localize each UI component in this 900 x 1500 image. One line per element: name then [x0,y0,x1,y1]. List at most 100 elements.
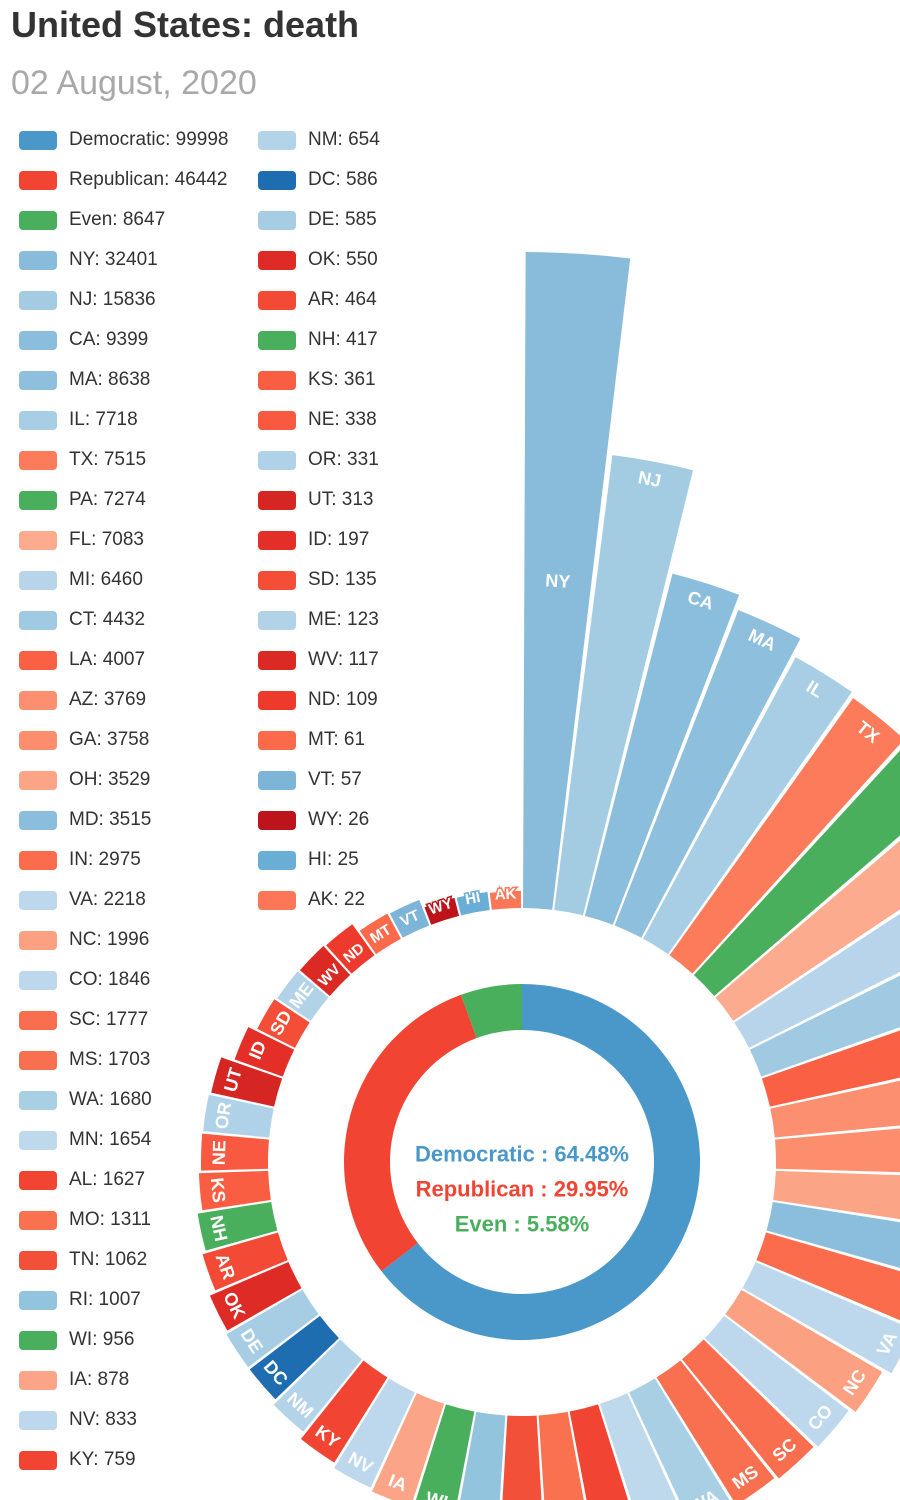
legend-item-me[interactable]: ME: 123 [258,608,379,632]
state-bar-mn[interactable] [599,1393,689,1500]
state-bar-la[interactable] [761,1003,900,1107]
state-bar-md[interactable] [766,1201,900,1289]
legend-item-even[interactable]: Even: 8647 [19,208,165,232]
legend-item-mt[interactable]: MT: 61 [258,728,365,752]
legend-item-ct[interactable]: CT: 4432 [19,608,145,632]
state-bar-ok[interactable] [209,1261,302,1331]
state-bar-sc[interactable] [682,1339,814,1479]
state-bar-ak[interactable] [489,890,521,910]
state-bar-ar[interactable] [202,1232,288,1291]
state-bar-mi[interactable] [734,862,900,1048]
legend-item-ky[interactable]: KY: 759 [19,1448,136,1472]
legend-item-ri[interactable]: RI: 1007 [19,1288,141,1312]
legend-item-ms[interactable]: MS: 1703 [19,1048,150,1072]
state-bar-or[interactable] [203,1094,274,1138]
legend-item-ut[interactable]: UT: 313 [258,488,373,512]
legend-item-hi[interactable]: HI: 25 [258,848,359,872]
state-bar-me[interactable] [277,971,329,1021]
legend-item-id[interactable]: ID: 197 [258,528,369,552]
legend-item-ca[interactable]: CA: 9399 [19,328,148,352]
state-bar-hi[interactable] [456,891,490,916]
state-bar-nm[interactable] [273,1339,362,1432]
legend-item-co[interactable]: CO: 1846 [19,968,150,992]
state-bar-ms[interactable] [656,1360,775,1500]
legend-item-in[interactable]: IN: 2975 [19,848,141,872]
legend-item-mi[interactable]: MI: 6460 [19,568,143,592]
legend-item-nm[interactable]: NM: 654 [258,128,380,152]
legend-item-il[interactable]: IL: 7718 [19,408,138,432]
state-bar-ga[interactable] [775,1120,900,1175]
legend-item-tn[interactable]: TN: 1062 [19,1248,147,1272]
state-bar-tn[interactable] [501,1415,544,1500]
legend-item-la[interactable]: LA: 4007 [19,648,145,672]
legend-item-wv[interactable]: WV: 117 [258,648,379,672]
donut-slice-democratic[interactable] [381,984,700,1340]
legend-item-nj[interactable]: NJ: 15836 [19,288,156,312]
state-bar-nj[interactable] [554,455,694,916]
legend-item-mn[interactable]: MN: 1654 [19,1128,151,1152]
state-bar-sd[interactable] [257,999,310,1048]
state-bar-ne[interactable] [200,1133,269,1171]
state-bar-ny[interactable] [523,252,631,910]
state-bar-de[interactable] [226,1289,319,1368]
legend-item-oh[interactable]: OH: 3529 [19,768,150,792]
state-bar-nc[interactable] [725,1289,883,1412]
state-bar-fl[interactable] [715,799,900,1021]
state-bar-oh[interactable] [773,1170,900,1232]
state-bar-vt[interactable] [389,899,430,938]
legend-item-nv[interactable]: NV: 833 [19,1408,137,1432]
state-bar-co[interactable] [705,1315,849,1447]
legend-item-sc[interactable]: SC: 1777 [19,1008,148,1032]
legend-item-ia[interactable]: IA: 878 [19,1368,129,1392]
state-bar-nv[interactable] [334,1378,415,1488]
legend-item-vt[interactable]: VT: 57 [258,768,362,792]
state-bar-ma[interactable] [614,610,801,938]
donut-slice-even[interactable] [460,984,522,1039]
legend-item-az[interactable]: AZ: 3769 [19,688,146,712]
state-bar-al[interactable] [569,1404,642,1500]
state-bar-ia[interactable] [372,1393,445,1500]
state-bar-il[interactable] [643,657,852,955]
legend-item-nc[interactable]: NC: 1996 [19,928,149,952]
legend-item-ks[interactable]: KS: 361 [258,368,376,392]
state-bar-ct[interactable] [749,942,900,1077]
legend-item-va[interactable]: VA: 2218 [19,888,146,912]
legend-item-republican[interactable]: Republican: 46442 [19,168,227,192]
state-bar-id[interactable] [234,1027,295,1077]
legend-item-al[interactable]: AL: 1627 [19,1168,145,1192]
legend-item-wy[interactable]: WY: 26 [258,808,369,832]
state-bar-ks[interactable] [198,1170,271,1211]
state-bar-ri[interactable] [456,1411,506,1500]
state-bar-wi[interactable] [412,1404,475,1500]
donut-slice-republican[interactable] [343,994,477,1272]
state-bar-pa[interactable] [693,746,900,996]
legend-item-de[interactable]: DE: 585 [258,208,377,232]
legend-item-ne[interactable]: NE: 338 [258,408,377,432]
legend-item-sd[interactable]: SD: 135 [258,568,377,592]
state-bar-wa[interactable] [629,1378,733,1500]
state-bar-in[interactable] [756,1232,900,1336]
legend-item-ga[interactable]: GA: 3758 [19,728,149,752]
legend-item-ny[interactable]: NY: 32401 [19,248,158,272]
state-bar-az[interactable] [770,1062,900,1138]
legend-item-tx[interactable]: TX: 7515 [19,448,146,472]
legend-item-or[interactable]: OR: 331 [258,448,379,472]
legend-item-nh[interactable]: NH: 417 [258,328,378,352]
state-bar-ky[interactable] [300,1360,388,1463]
legend-item-dc[interactable]: DC: 586 [258,168,378,192]
state-bar-wy[interactable] [424,897,460,925]
legend-item-pa[interactable]: PA: 7274 [19,488,146,512]
legend-item-wi[interactable]: WI: 956 [19,1328,134,1352]
legend-item-mo[interactable]: MO: 1311 [19,1208,151,1232]
legend-item-ak[interactable]: AK: 22 [258,888,365,912]
legend-item-wa[interactable]: WA: 1680 [19,1088,152,1112]
state-bar-mo[interactable] [538,1411,592,1500]
legend-item-nd[interactable]: ND: 109 [258,688,378,712]
state-bar-ut[interactable] [211,1057,283,1107]
state-bar-va[interactable] [742,1261,900,1374]
state-bar-nd[interactable] [326,924,375,974]
state-bar-tx[interactable] [669,698,900,974]
state-bar-wv[interactable] [299,945,351,996]
state-bar-dc[interactable] [249,1315,339,1400]
state-bar-nh[interactable] [197,1201,278,1251]
